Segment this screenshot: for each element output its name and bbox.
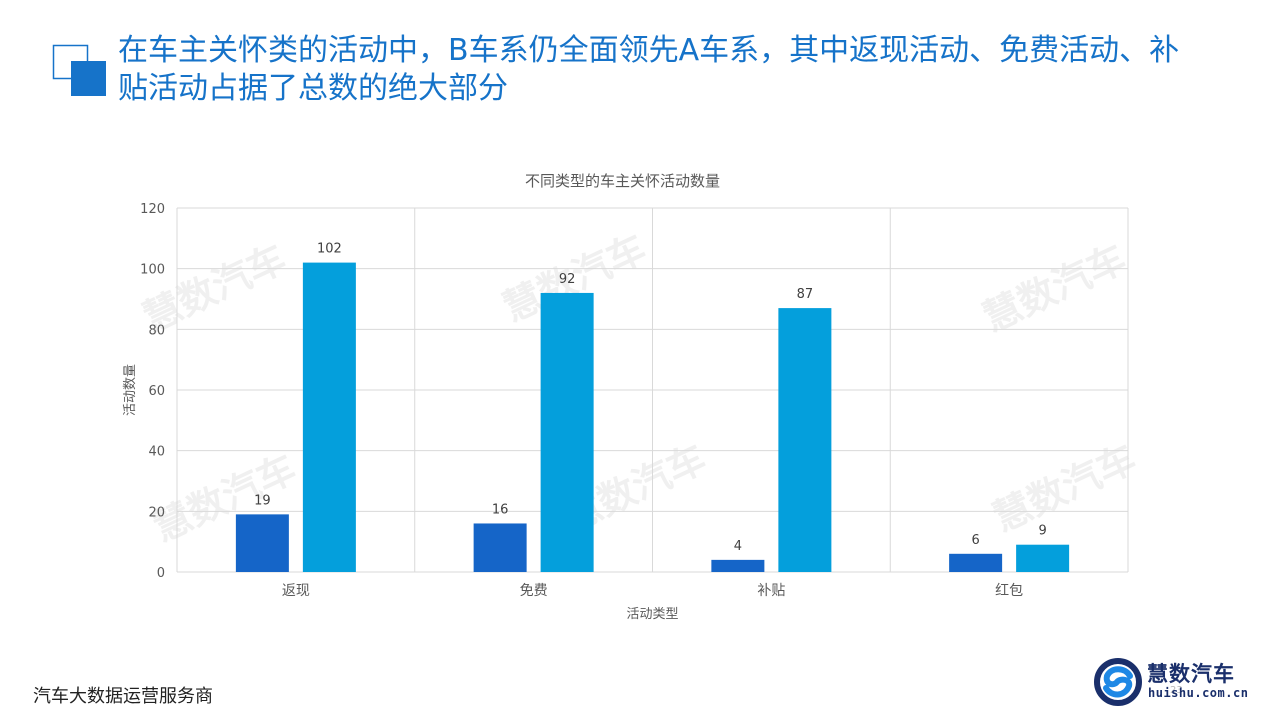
data-label: 19 — [254, 493, 271, 508]
deco-filled-square — [71, 61, 106, 96]
y-axis-label: 活动数量 — [123, 364, 138, 416]
data-label: 6 — [971, 533, 979, 548]
data-label: 92 — [559, 272, 576, 287]
logo-mark-icon — [1094, 658, 1142, 706]
y-tick-label: 20 — [148, 505, 165, 520]
bar — [949, 553, 1003, 572]
x-axis-label: 活动类型 — [626, 607, 678, 622]
y-tick-label: 80 — [148, 323, 165, 338]
y-tick-label: 100 — [140, 263, 165, 278]
bar — [540, 292, 594, 572]
x-tick-label: 红包 — [995, 583, 1023, 599]
logo-name: 慧数汽车 — [1147, 662, 1235, 686]
y-tick-label: 120 — [140, 202, 165, 217]
bar — [235, 514, 289, 572]
y-tick-label: 0 — [157, 566, 165, 581]
logo-url: huishu.com.cn — [1148, 686, 1249, 700]
footer-tagline: 汽车大数据运营服务商 — [33, 686, 213, 707]
x-tick-label: 补贴 — [757, 583, 785, 599]
y-tick-label: 60 — [148, 384, 165, 399]
title-decoration — [52, 44, 106, 96]
y-tick-label: 40 — [148, 445, 165, 460]
brand-logo: 慧数汽车 huishu.com.cn — [1093, 655, 1263, 710]
data-label: 9 — [1038, 524, 1046, 539]
watermark-text: 慧数汽车 — [976, 236, 1132, 340]
x-tick-label: 返现 — [282, 583, 310, 599]
bar — [1016, 544, 1070, 572]
data-label: 102 — [317, 242, 342, 257]
slide-headline: 在车主关怀类的活动中，B车系仍全面领先A车系，其中返现活动、免费活动、补贴活动占… — [118, 33, 1180, 106]
x-tick-label: 免费 — [520, 583, 548, 599]
page-number: 23 — [1170, 685, 1183, 696]
data-label: 87 — [797, 287, 814, 302]
bar — [778, 308, 832, 572]
bar — [302, 262, 356, 572]
data-label: 4 — [734, 539, 742, 554]
chart-title: 不同类型的车主关怀活动数量 — [525, 172, 720, 190]
bar — [711, 559, 765, 572]
bar — [473, 523, 527, 572]
data-label: 16 — [492, 502, 509, 517]
watermark-text: 慧数汽车 — [986, 436, 1142, 540]
